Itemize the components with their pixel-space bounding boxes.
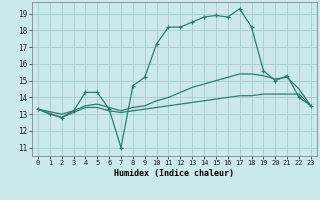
- X-axis label: Humidex (Indice chaleur): Humidex (Indice chaleur): [115, 169, 234, 178]
